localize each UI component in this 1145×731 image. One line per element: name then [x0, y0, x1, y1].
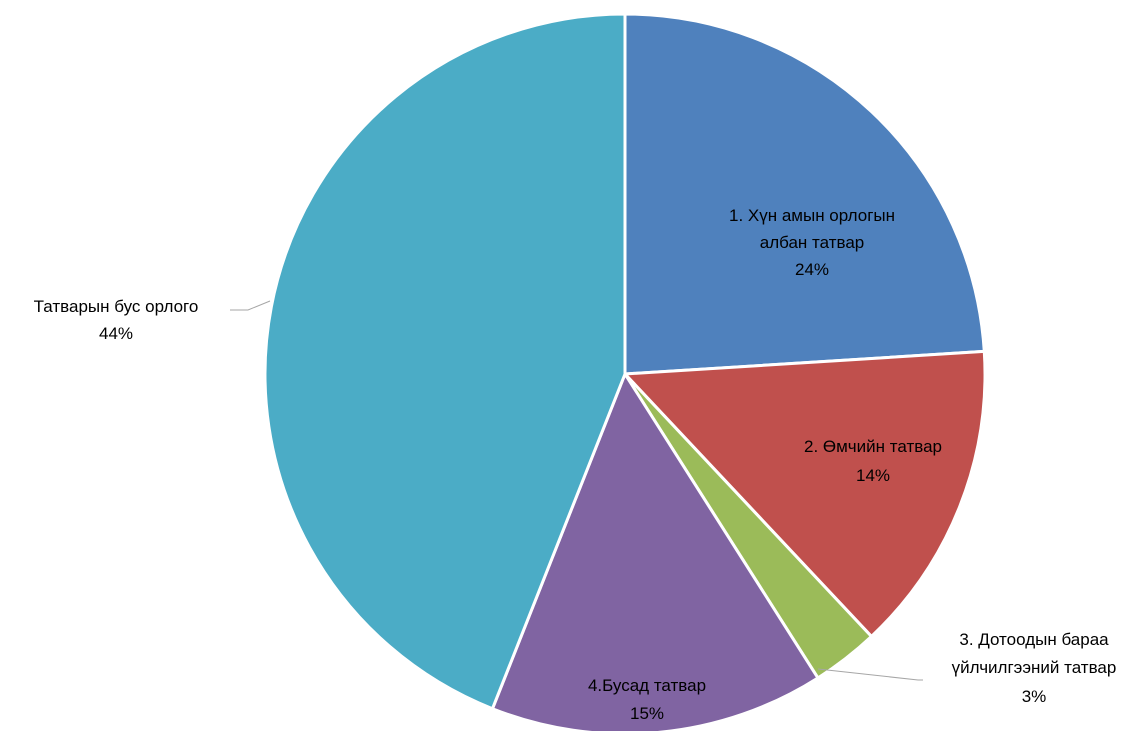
- slice-4-percent: 15%: [630, 704, 664, 723]
- slice-3-percent: 3%: [1022, 687, 1047, 706]
- slice-5-name-line-1: Татварын бус орлого: [34, 297, 199, 316]
- slice-2-name-line-1: 2. Өмчийн татвар: [804, 437, 942, 456]
- pie-slice-2: [621, 349, 987, 639]
- slice-1-percent: 24%: [795, 260, 829, 279]
- slice-1-name-line-1: 1. Хүн амын орлогын: [729, 206, 895, 225]
- pie-slice-5: [263, 12, 627, 711]
- slice-5-percent: 44%: [99, 324, 133, 343]
- data-label-slice-1: 1. Хүн амын орлогын албан татвар 24%: [729, 206, 895, 279]
- slice-1-name-line-2: албан татвар: [760, 233, 865, 252]
- data-label-slice-2: 2. Өмчийн татвар 14%: [804, 437, 942, 485]
- slice-3-name-line-2: үйлчилгээний татвар: [952, 658, 1117, 677]
- slice-2-percent: 14%: [856, 466, 890, 485]
- slice-3-name-line-1: 3. Дотоодын бараа: [959, 630, 1109, 649]
- pie-slice-4: [490, 370, 820, 731]
- pie-slices: [263, 12, 987, 731]
- pie-slice-1: [623, 12, 986, 376]
- slice-4-name-line-1: 4.Бусад татвар: [588, 676, 706, 695]
- data-label-slice-4: 4.Бусад татвар 15%: [588, 676, 706, 723]
- data-label-slice-5: Татварын бус орлого 44%: [34, 297, 199, 343]
- leader-lines: [230, 300, 923, 681]
- data-label-slice-3: 3. Дотоодын бараа үйлчилгээний татвар 3%: [952, 630, 1117, 706]
- data-labels: 1. Хүн амын орлогын албан татвар 24% 2. …: [34, 206, 1117, 723]
- leader-line-slice-5: [230, 300, 271, 311]
- leader-line-slice-3: [817, 668, 923, 681]
